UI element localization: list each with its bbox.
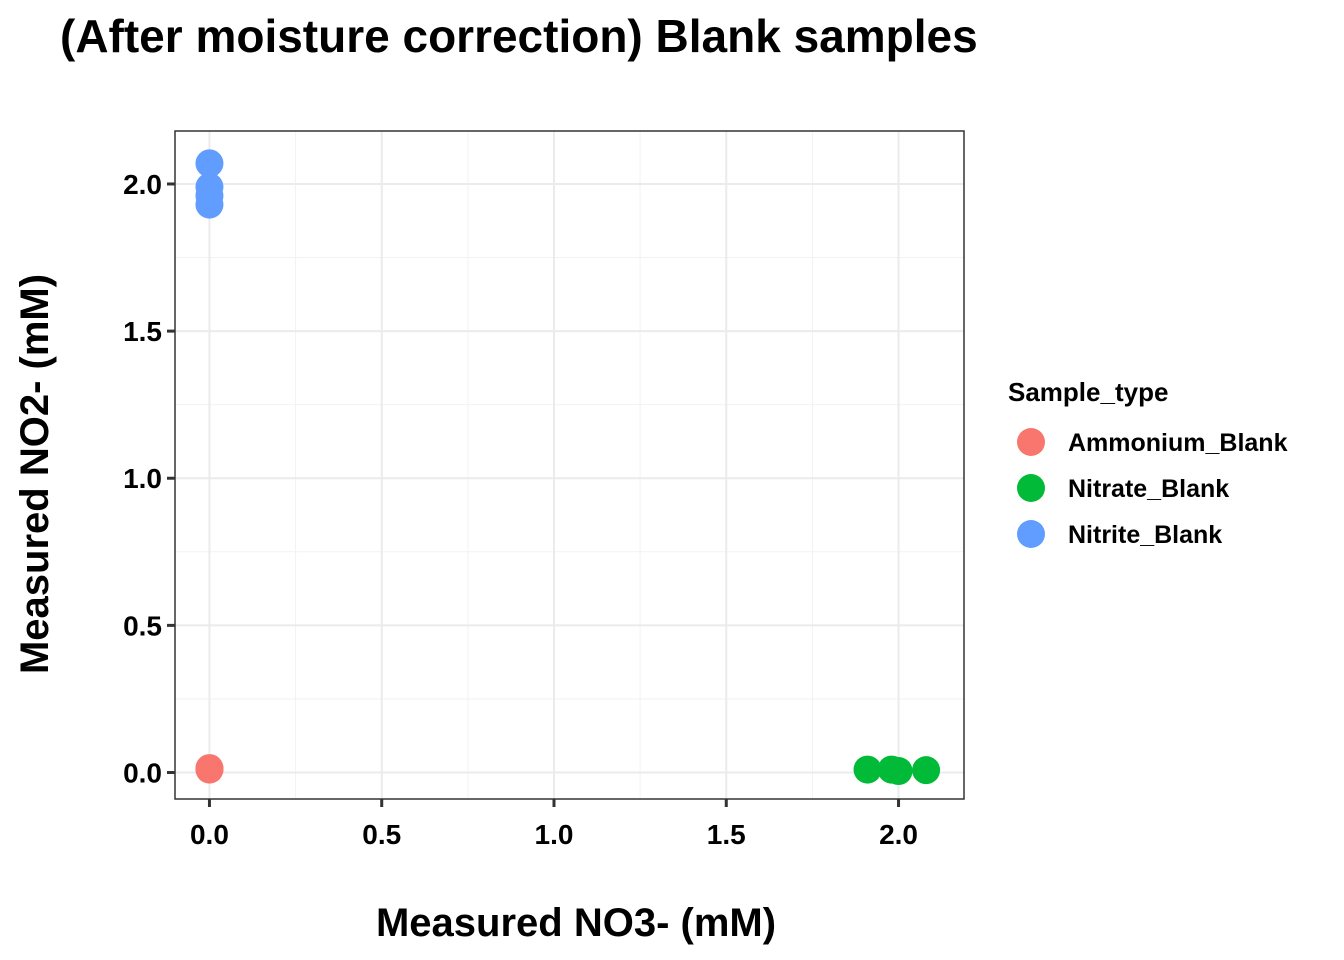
x-axis-ticks: 0.0 0.5 1.0 1.5 2.0	[190, 799, 918, 850]
legend-label: Nitrite_Blank	[1068, 521, 1222, 549]
y-axis-label: Measured NO2- (mM)	[13, 274, 57, 674]
plot-border	[174, 130, 965, 800]
x-tick-label: 2.0	[879, 819, 918, 850]
chart-title: (After moisture correction) Blank sample…	[60, 10, 978, 62]
x-tick-label: 0.5	[362, 819, 401, 850]
y-axis-ticks: 0.0 0.5 1.0 1.5 2.0	[123, 169, 175, 789]
grid-minor	[175, 131, 964, 799]
data-points	[195, 149, 941, 786]
y-tick-label: 2.0	[123, 169, 162, 200]
legend-key	[1017, 428, 1045, 456]
x-tick-label: 1.5	[707, 819, 746, 850]
x-tick-label: 1.0	[535, 819, 574, 850]
legend-title: Sample_type	[1008, 377, 1168, 407]
data-point	[195, 149, 224, 178]
data-point	[912, 756, 941, 785]
legend: Sample_type Ammonium_Blank Nitrate_Blank N…	[1008, 377, 1288, 549]
legend-label: Ammonium_Blank	[1068, 429, 1288, 457]
y-tick-label: 1.0	[123, 463, 162, 494]
grid-major	[175, 131, 964, 799]
plot-panel	[175, 131, 964, 799]
y-tick-label: 1.5	[123, 316, 162, 347]
data-point	[195, 190, 224, 219]
data-point	[195, 754, 224, 783]
data-point	[853, 755, 882, 784]
y-tick-label: 0.0	[123, 758, 162, 789]
x-tick-label: 0.0	[190, 819, 229, 850]
legend-key	[1017, 474, 1045, 502]
legend-items: Ammonium_Blank Nitrate_Blank Nitrite_Blank	[1017, 428, 1288, 549]
legend-label: Nitrate_Blank	[1068, 475, 1229, 503]
x-axis-label: Measured NO3- (mM)	[376, 901, 776, 945]
legend-key	[1017, 520, 1045, 548]
data-point	[884, 757, 913, 786]
y-tick-label: 0.5	[123, 610, 162, 641]
